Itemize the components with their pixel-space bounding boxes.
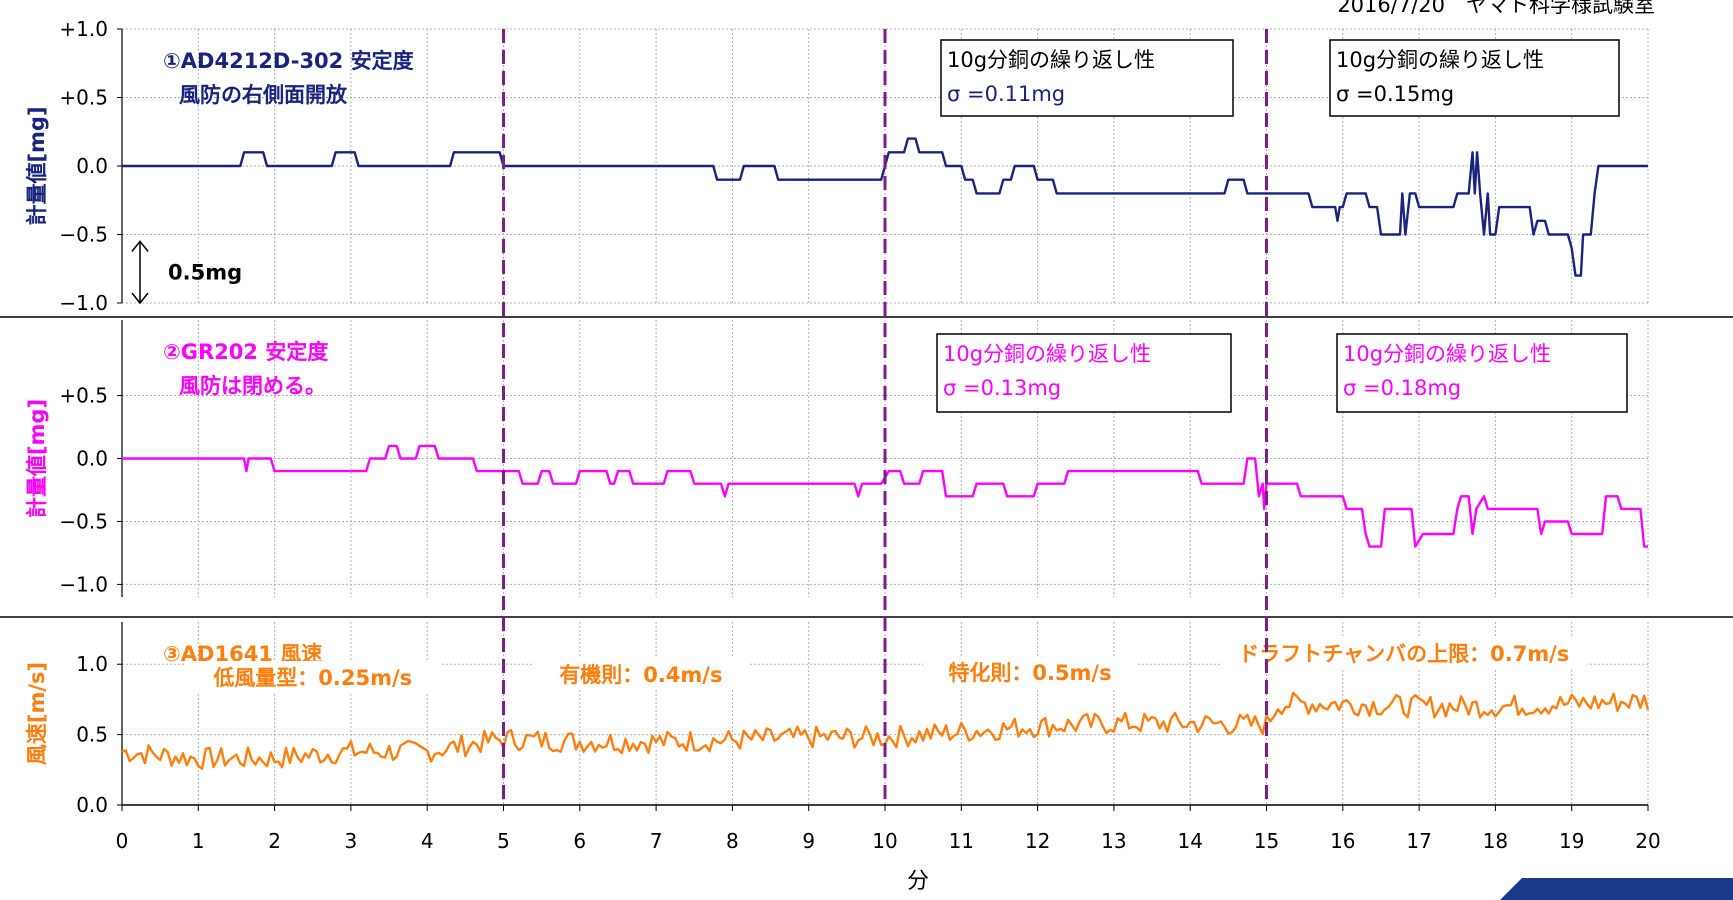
- segment-label-bg: [533, 658, 748, 690]
- x-tick-label: 2: [268, 829, 281, 853]
- segment-label-bg: [185, 661, 441, 693]
- scale-arrow-down: [131, 292, 149, 305]
- y-tick-label: 0.0: [76, 447, 108, 471]
- y-axis-label: 計量値[mg]: [25, 399, 49, 518]
- y-tick-label: −1.0: [59, 291, 108, 315]
- x-tick-label: 15: [1254, 829, 1279, 853]
- x-tick-label: 5: [497, 829, 510, 853]
- x-tick-label: 10: [872, 829, 897, 853]
- x-tick-label: 4: [421, 829, 434, 853]
- y-tick-label: +0.5: [59, 86, 108, 110]
- segment-label: 特化則：0.5m/s: [948, 661, 1111, 685]
- repeatability-box-title: 10g分銅の繰り返し性: [947, 48, 1155, 72]
- repeatability-box-sigma: σ =0.11mg: [947, 82, 1065, 106]
- x-tick-label: 0: [116, 829, 129, 853]
- y-tick-label: 0.0: [76, 793, 108, 817]
- y-tick-label: 0.0: [76, 154, 108, 178]
- panel-p1: +1.0 +0.5 0.0 −0.5 −1.0 計量値[mg] ①AD4212D-302 安…: [25, 17, 1649, 315]
- segment-label: ドラフトチャンバの上限：0.7m/s: [1238, 642, 1569, 666]
- series-line-p2: [122, 444, 1648, 548]
- x-tick-label: 17: [1406, 829, 1431, 853]
- x-tick-label: 8: [726, 829, 739, 853]
- y-axis-label: 計量値[mg]: [25, 106, 49, 225]
- panel-title: ②GR202 安定度: [163, 340, 328, 364]
- scale-arrow-up: [131, 240, 149, 252]
- x-tick-label: 13: [1101, 829, 1126, 853]
- y-axis-label: 風速[m/s]: [25, 662, 49, 765]
- x-tick-label: 14: [1177, 829, 1202, 853]
- repeatability-box: [1329, 39, 1620, 117]
- y-tick-label: 0.5: [76, 723, 108, 747]
- x-tick-label: 18: [1483, 829, 1508, 853]
- y-tick-label: +0.5: [59, 384, 108, 408]
- y-tick-label: −0.5: [59, 509, 108, 533]
- repeatability-box-title: 10g分銅の繰り返し性: [943, 342, 1151, 366]
- repeatability-box-title: 10g分銅の繰り返し性: [1343, 342, 1551, 366]
- x-tick-label: 9: [802, 829, 815, 853]
- y-tick-label: +1.0: [59, 17, 108, 41]
- repeatability-box-sigma: σ =0.13mg: [943, 376, 1061, 400]
- x-tick-label: 7: [650, 829, 663, 853]
- series-line-p1: [122, 137, 1648, 277]
- header-note: 2016/7/20 ヤマト科学様試験室: [1337, 0, 1655, 17]
- x-tick-label: 16: [1330, 829, 1355, 853]
- repeatability-box: [1336, 333, 1628, 413]
- y-tick-label: −0.5: [59, 223, 108, 247]
- repeatability-box-sigma: σ =0.15mg: [1336, 82, 1454, 106]
- repeatability-box: [936, 333, 1232, 413]
- x-tick-label: 3: [345, 829, 358, 853]
- panel-title: ①AD4212D-302 安定度: [163, 49, 414, 73]
- chart-panels: +1.0 +0.5 0.0 −0.5 −1.0 計量値[mg] ①AD4212D-302 安…: [0, 17, 1733, 817]
- x-tick-label: 1: [192, 829, 205, 853]
- repeatability-box: [940, 39, 1234, 117]
- x-axis-label: 分: [907, 869, 929, 894]
- y-tick-label: 1.0: [76, 652, 108, 676]
- segment-label: 低風量型：0.25m/s: [212, 666, 412, 690]
- panel-subtitle: 風防は閉める。: [179, 374, 326, 398]
- segment-label-bg: [923, 656, 1137, 688]
- repeatability-box-sigma: σ =0.18mg: [1343, 376, 1461, 400]
- x-tick-label: 6: [573, 829, 586, 853]
- scale-label: 0.5mg: [168, 261, 242, 285]
- x-tick-label: 19: [1559, 829, 1584, 853]
- segment-label-bg: [1220, 637, 1588, 669]
- panel-subtitle: 風防の右側面開放: [179, 83, 348, 107]
- x-tick-label: 12: [1025, 829, 1050, 853]
- segment-label: 有機則：0.4m/s: [559, 663, 722, 687]
- x-tick-label: 20: [1635, 829, 1660, 853]
- x-axis: 0 1 2 3 4 5 6 7 8 9 10 11 12 13 14 15 16 17 18 19 20: [116, 804, 1661, 853]
- y-tick-label: −1.0: [59, 572, 108, 596]
- x-tick-label: 11: [949, 829, 974, 853]
- logo-mark: [1500, 878, 1733, 900]
- repeatability-box-title: 10g分銅の繰り返し性: [1336, 48, 1544, 72]
